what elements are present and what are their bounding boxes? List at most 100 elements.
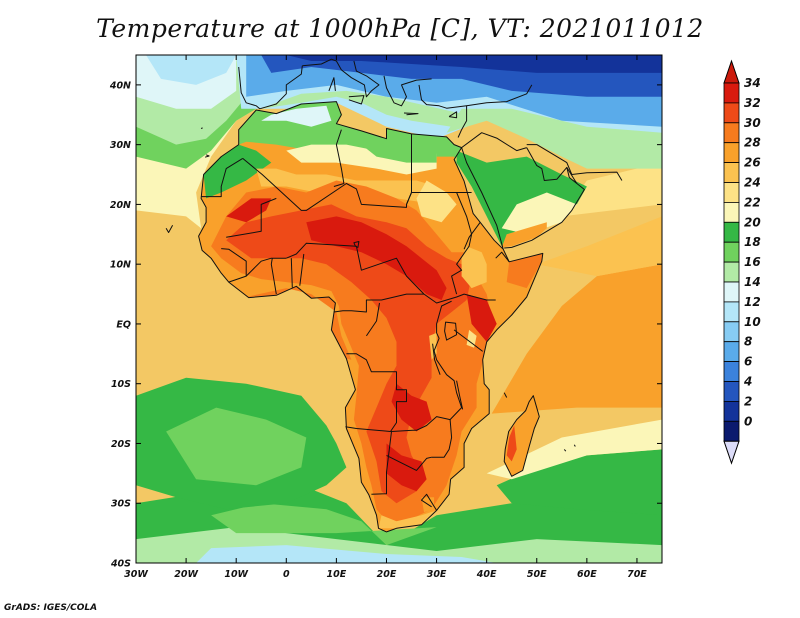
madagascar-coastline <box>503 395 540 477</box>
colorbar-label: 6 <box>744 355 752 369</box>
country-border <box>201 157 243 198</box>
lon-tick-label: 70E <box>627 569 647 580</box>
lake-tanganyika <box>432 343 441 375</box>
madagascar-hot <box>506 425 517 462</box>
colorbar-segment <box>723 400 740 422</box>
kenya-highlands <box>466 329 477 348</box>
country-border <box>371 300 463 495</box>
atlantic-blue <box>146 55 237 85</box>
country-border <box>463 222 481 250</box>
colorbar-segment <box>723 142 740 163</box>
lat-tick-label: 40S <box>110 559 131 570</box>
colorbar-segment <box>723 420 740 442</box>
lat-tick-label: 10S <box>111 379 131 390</box>
middle-east-pale <box>446 108 662 169</box>
lon-tick-label: 20E <box>377 569 397 580</box>
country-border <box>345 353 407 432</box>
island-outline <box>165 225 174 233</box>
colorbar-segment <box>723 341 740 363</box>
coastline <box>448 111 458 119</box>
colorbar-top-triangle <box>723 59 740 84</box>
country-border <box>333 293 424 313</box>
country-border <box>421 493 438 511</box>
colorbar-segment <box>723 361 740 382</box>
country-border <box>365 302 380 337</box>
south-ocean-blue <box>196 545 497 563</box>
indian-ocean-pale <box>486 419 662 480</box>
colorbar-label: 4 <box>743 375 752 389</box>
east-africa-hottest <box>466 294 497 342</box>
colorbar-label: 20 <box>744 215 761 229</box>
lat-tick-label: 30S <box>111 499 131 510</box>
country-border <box>270 258 277 295</box>
coastline <box>504 147 585 249</box>
colorbar-label: 26 <box>744 156 761 170</box>
europe-coldest <box>286 55 662 73</box>
temperature-field <box>136 55 662 563</box>
zambia-hottest <box>391 383 432 432</box>
lat-tick-label: EQ <box>116 319 131 330</box>
mali-hottest <box>226 198 272 223</box>
country-border <box>333 129 345 187</box>
colorbar-label: 22 <box>744 195 761 209</box>
country-border <box>386 454 432 471</box>
island-outline <box>573 444 576 447</box>
lat-tick-label: 10N <box>110 260 131 271</box>
coastline <box>461 132 527 152</box>
colorbar-bottom-triangle <box>723 440 740 465</box>
map-frame <box>135 54 663 564</box>
island-outline <box>204 154 210 158</box>
mediterranean <box>261 90 467 127</box>
colorbar-segment <box>723 82 740 104</box>
lon-tick-label: 30W <box>124 569 148 580</box>
colorbar-label: 14 <box>744 275 761 289</box>
arabian-sea-warm <box>536 216 662 277</box>
libya-green <box>361 141 437 163</box>
colorbar-label: 18 <box>744 235 761 249</box>
colorbar-label: 28 <box>744 136 761 150</box>
coastline <box>466 84 533 107</box>
south-ocean-green-2 <box>211 503 437 546</box>
lon-tick-label: 60E <box>577 569 597 580</box>
colorbar-segment <box>723 122 740 144</box>
colorbar-label: 12 <box>744 295 761 309</box>
western-sahara-green <box>203 144 272 199</box>
colorbar-label: 32 <box>744 96 761 110</box>
lon-tick-label: 50E <box>527 569 547 580</box>
coastline <box>383 75 432 107</box>
lake-malawi <box>456 380 464 410</box>
country-border <box>299 253 305 286</box>
latitude-axis: 40N 30N 20N 10N EQ 10S 20S 30S 40S <box>109 80 662 570</box>
country-border <box>286 242 496 304</box>
atlas-cool <box>261 105 332 127</box>
lon-tick-label: 10E <box>327 569 347 580</box>
sahel-hottest <box>306 216 447 300</box>
colorbar-segment <box>723 381 740 402</box>
coastline <box>461 147 504 250</box>
colorbar-label: 16 <box>744 255 761 269</box>
colorbar-label: 10 <box>744 315 761 329</box>
colorbar-label: 34 <box>744 76 761 90</box>
country-border <box>495 251 510 263</box>
country-borders <box>165 58 623 533</box>
indian-ocean-warm <box>491 264 662 414</box>
coastline <box>526 144 623 181</box>
colorbar-label: 2 <box>744 394 752 408</box>
colorbar-segment <box>723 261 740 283</box>
country-border <box>406 133 412 205</box>
colorbar-label: 30 <box>744 116 761 130</box>
longitude-axis: 30W 20W 10W 0 10E 20E 30E 40E 50E 60E 70E <box>124 55 647 580</box>
country-border <box>451 192 473 295</box>
coastline <box>418 84 468 138</box>
arabian-sea-pale <box>561 162 662 217</box>
lon-tick-label: 10W <box>224 569 248 580</box>
colorbar-segment <box>723 221 740 243</box>
colorbar-segment <box>723 281 740 303</box>
island-outline <box>563 449 567 452</box>
yemen-coast <box>501 222 547 248</box>
colorbar-segment <box>723 301 740 323</box>
country-border <box>453 329 484 352</box>
coastline <box>302 58 380 98</box>
lon-tick-label: 30E <box>427 569 447 580</box>
